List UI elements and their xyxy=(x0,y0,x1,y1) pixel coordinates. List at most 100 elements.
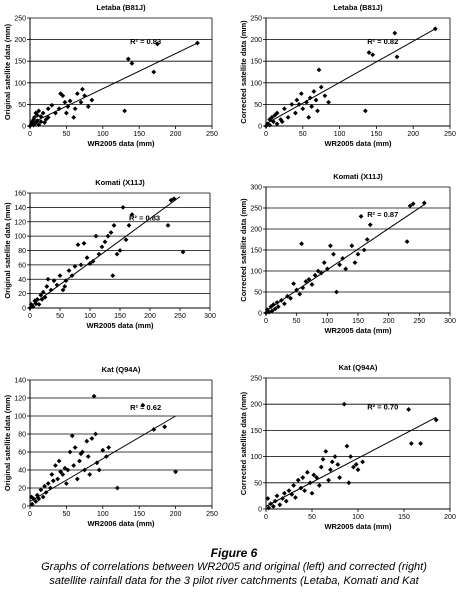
r-squared-label: R² = 0.83 xyxy=(129,214,160,223)
data-point xyxy=(291,483,296,488)
data-point xyxy=(355,251,361,257)
data-point xyxy=(89,97,95,103)
data-point xyxy=(63,278,69,284)
data-point xyxy=(353,462,359,467)
y-tick-label: 120 xyxy=(14,396,26,403)
y-tick-label: 100 xyxy=(250,269,262,276)
data-point xyxy=(67,449,73,455)
data-point xyxy=(67,98,73,104)
data-point xyxy=(71,463,77,468)
y-tick-label: 200 xyxy=(250,227,262,234)
data-point xyxy=(279,119,285,125)
y-tick-label: 100 xyxy=(14,80,26,87)
data-point xyxy=(34,112,40,118)
data-point xyxy=(33,110,39,116)
x-tick-label: 250 xyxy=(206,131,218,138)
data-point xyxy=(404,239,410,244)
data-point xyxy=(269,308,275,314)
y-tick-label: 50 xyxy=(254,480,262,487)
y-tick-label: 50 xyxy=(254,290,262,297)
data-point xyxy=(81,240,87,246)
data-point xyxy=(300,106,306,112)
y-tick-label: 200 xyxy=(14,37,26,44)
trendline xyxy=(29,415,176,502)
data-point xyxy=(418,441,423,446)
data-point xyxy=(60,287,66,293)
data-point xyxy=(274,121,280,127)
x-tick-label: 0 xyxy=(28,511,32,518)
data-point xyxy=(108,230,114,235)
y-tick-label: 80 xyxy=(18,248,26,255)
data-point xyxy=(180,249,186,255)
data-point xyxy=(29,494,34,500)
x-tick-label: 150 xyxy=(133,511,145,518)
chart-title: Letaba (B81J) xyxy=(333,3,383,12)
data-point xyxy=(53,110,58,116)
data-point xyxy=(77,458,82,464)
data-point xyxy=(298,485,304,491)
data-point xyxy=(289,491,295,497)
x-tick-label: 50 xyxy=(293,318,301,325)
data-point xyxy=(288,295,293,301)
y-tick-label: 100 xyxy=(14,234,26,241)
x-tick-label: 100 xyxy=(321,318,333,325)
y-tick-label: 40 xyxy=(18,468,26,475)
y-tick-label: 50 xyxy=(18,102,26,109)
x-tick-label: 150 xyxy=(133,131,145,138)
y-tick-label: 200 xyxy=(250,37,262,44)
data-point xyxy=(78,99,84,105)
data-point xyxy=(29,501,35,507)
data-point xyxy=(45,276,51,282)
data-point xyxy=(362,108,368,114)
data-point xyxy=(38,487,44,493)
data-point xyxy=(72,445,78,450)
data-point xyxy=(315,108,320,114)
y-tick-label: 150 xyxy=(250,59,262,66)
data-point xyxy=(87,261,93,266)
y-tick-label: 150 xyxy=(14,59,26,66)
data-point xyxy=(335,462,341,467)
data-point xyxy=(90,258,96,264)
data-point xyxy=(65,104,71,109)
y-tick-label: 80 xyxy=(18,432,26,439)
data-point xyxy=(96,251,102,257)
data-point xyxy=(263,310,269,316)
x-tick-label: 0 xyxy=(28,131,32,138)
data-point xyxy=(296,102,302,107)
x-tick-label: 150 xyxy=(352,318,364,325)
data-point xyxy=(316,483,322,488)
data-point xyxy=(306,277,312,282)
chart-panel-5: 0 20 40 60 80 100 120 140 0 50 100 150 200 250 Kat (Q9… xyxy=(3,365,218,528)
data-point xyxy=(286,488,292,494)
data-point xyxy=(349,243,355,249)
x-tick-label: 200 xyxy=(407,131,419,138)
data-point xyxy=(275,304,281,310)
data-point xyxy=(332,454,338,459)
chart-title: Letaba (B81J) xyxy=(96,3,146,12)
data-point xyxy=(125,56,131,62)
data-point xyxy=(30,304,36,309)
y-tick-label: 120 xyxy=(14,219,26,226)
x-tick-label: 200 xyxy=(144,313,156,320)
data-point xyxy=(58,469,63,475)
data-point xyxy=(318,84,324,90)
x-axis-label: WR2005 data (mm) xyxy=(324,326,392,335)
data-point xyxy=(45,114,51,120)
data-point xyxy=(320,456,326,462)
data-point xyxy=(294,287,300,293)
data-point xyxy=(49,102,55,108)
data-point xyxy=(34,492,40,498)
data-point xyxy=(39,296,45,302)
data-point xyxy=(51,278,57,284)
data-point xyxy=(55,476,61,482)
y-tick-label: 0 xyxy=(258,311,262,318)
data-point xyxy=(40,110,46,116)
chart-panel-1: 0 50 100 150 200 250 0 50 100 150 200 250 Letaba (B8… xyxy=(3,3,218,148)
data-point xyxy=(74,91,80,96)
data-point xyxy=(289,102,295,107)
data-point xyxy=(299,241,304,247)
data-point xyxy=(270,119,276,125)
data-point xyxy=(295,477,301,483)
figure-title: Figure 6 xyxy=(210,546,258,560)
data-point xyxy=(42,294,48,300)
